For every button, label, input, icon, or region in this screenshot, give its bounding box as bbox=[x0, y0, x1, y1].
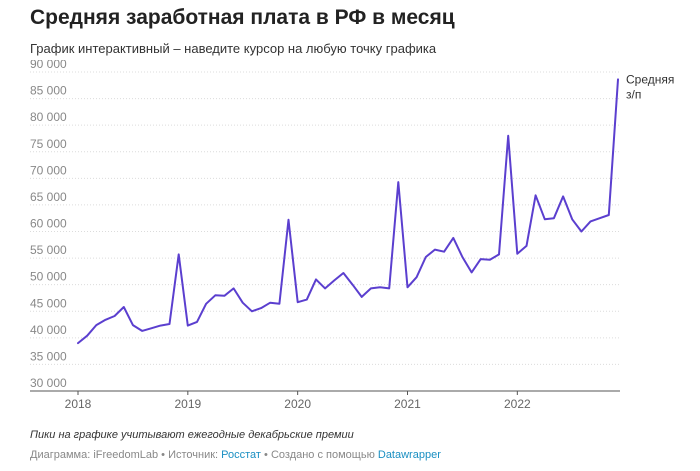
data-point[interactable] bbox=[203, 301, 209, 307]
data-point[interactable] bbox=[441, 249, 447, 255]
data-point[interactable] bbox=[450, 235, 456, 241]
data-point[interactable] bbox=[276, 301, 282, 307]
x-axis-ticks: 2018 2019 2020 2021 2022 bbox=[65, 391, 531, 411]
data-point[interactable] bbox=[93, 322, 99, 328]
data-point[interactable] bbox=[231, 285, 237, 291]
data-point[interactable] bbox=[75, 340, 81, 346]
y-tick-label: 60 000 bbox=[30, 217, 67, 231]
data-point[interactable] bbox=[588, 218, 594, 224]
data-point[interactable] bbox=[295, 299, 301, 305]
data-point[interactable] bbox=[469, 269, 475, 275]
data-point[interactable] bbox=[249, 308, 255, 314]
y-tick-label: 30 000 bbox=[30, 376, 67, 390]
data-point[interactable] bbox=[84, 333, 90, 339]
data-point[interactable] bbox=[130, 322, 136, 328]
data-point[interactable] bbox=[350, 282, 356, 288]
data-point[interactable] bbox=[615, 76, 621, 82]
data-point[interactable] bbox=[578, 229, 584, 235]
source-link[interactable]: Росстат bbox=[221, 449, 261, 461]
data-point[interactable] bbox=[212, 292, 218, 298]
x-tick-label: 2022 bbox=[504, 397, 531, 411]
datawrapper-link[interactable]: Datawrapper bbox=[377, 449, 441, 461]
data-point[interactable] bbox=[368, 285, 374, 291]
y-tick-label: 70 000 bbox=[30, 163, 67, 177]
data-point[interactable] bbox=[148, 325, 154, 331]
line-chart[interactable]: 30 000 35 000 40 000 45 000 50 000 55 000 60 0… bbox=[0, 60, 700, 420]
data-point[interactable] bbox=[359, 294, 365, 300]
data-point[interactable] bbox=[569, 216, 575, 222]
y-tick-label: 80 000 bbox=[30, 110, 67, 124]
series-label-text: з/п bbox=[626, 87, 641, 101]
data-point[interactable] bbox=[551, 215, 557, 221]
chart-title: Средняя заработная плата в РФ в месяц bbox=[30, 6, 455, 29]
y-tick-label: 35 000 bbox=[30, 349, 67, 363]
data-point[interactable] bbox=[414, 274, 420, 280]
data-point[interactable] bbox=[103, 317, 109, 323]
data-point[interactable] bbox=[185, 323, 191, 329]
data-point[interactable] bbox=[121, 304, 127, 310]
data-point[interactable] bbox=[377, 284, 383, 290]
series-group bbox=[75, 76, 621, 346]
diagram-credit: Диаграмма: iFreedomLab • Источник: bbox=[30, 449, 222, 461]
data-point[interactable] bbox=[405, 284, 411, 290]
data-point[interactable] bbox=[395, 179, 401, 185]
data-point[interactable] bbox=[240, 300, 246, 306]
data-point[interactable] bbox=[432, 247, 438, 253]
data-point[interactable] bbox=[331, 277, 337, 283]
x-tick-label: 2018 bbox=[65, 397, 92, 411]
data-point[interactable] bbox=[340, 270, 346, 276]
data-point[interactable] bbox=[524, 243, 530, 249]
series-line bbox=[77, 78, 619, 345]
grid-lines bbox=[30, 71, 620, 392]
data-point[interactable] bbox=[478, 256, 484, 262]
data-point[interactable] bbox=[313, 276, 319, 282]
data-point[interactable] bbox=[176, 251, 182, 257]
data-point[interactable] bbox=[496, 251, 502, 257]
y-axis-ticks: 30 000 35 000 40 000 45 000 50 000 55 000 60 0… bbox=[30, 60, 67, 390]
chart-footer: Диаграмма: iFreedomLab • Источник: Росст… bbox=[30, 449, 441, 461]
y-tick-label: 45 000 bbox=[30, 296, 67, 310]
y-tick-label: 90 000 bbox=[30, 60, 67, 71]
data-point[interactable] bbox=[194, 319, 200, 325]
y-tick-label: 50 000 bbox=[30, 270, 67, 284]
data-point[interactable] bbox=[597, 215, 603, 221]
data-point[interactable] bbox=[606, 212, 612, 218]
y-tick-label: 85 000 bbox=[30, 84, 67, 98]
data-point[interactable] bbox=[139, 328, 145, 334]
x-tick-label: 2021 bbox=[394, 397, 421, 411]
data-point[interactable] bbox=[459, 254, 465, 260]
data-point[interactable] bbox=[304, 297, 310, 303]
data-point[interactable] bbox=[258, 305, 264, 311]
series-label-text: Средняя bbox=[626, 72, 674, 86]
data-point[interactable] bbox=[286, 217, 292, 223]
data-point[interactable] bbox=[514, 251, 520, 257]
data-point[interactable] bbox=[560, 193, 566, 199]
data-point[interactable] bbox=[386, 285, 392, 291]
chart-subtitle: График интерактивный – наведите курсор н… bbox=[30, 41, 437, 56]
made-with-label: • Создано с помощью bbox=[260, 449, 378, 461]
data-point[interactable] bbox=[167, 321, 173, 327]
chart-note: Пики на графике учитывают ежегодные дека… bbox=[30, 429, 354, 441]
data-point[interactable] bbox=[267, 300, 273, 306]
data-point[interactable] bbox=[533, 192, 539, 198]
data-point[interactable] bbox=[423, 254, 429, 260]
y-tick-label: 65 000 bbox=[30, 190, 67, 204]
x-tick-label: 2020 bbox=[284, 397, 311, 411]
data-point[interactable] bbox=[505, 133, 511, 139]
data-point[interactable] bbox=[112, 313, 118, 319]
y-tick-label: 55 000 bbox=[30, 243, 67, 257]
data-point[interactable] bbox=[542, 216, 548, 222]
y-tick-label: 75 000 bbox=[30, 137, 67, 151]
data-point[interactable] bbox=[157, 323, 163, 329]
data-point[interactable] bbox=[221, 293, 227, 299]
data-point[interactable] bbox=[487, 257, 493, 263]
x-tick-label: 2019 bbox=[174, 397, 201, 411]
data-point[interactable] bbox=[322, 285, 328, 291]
y-tick-label: 40 000 bbox=[30, 323, 67, 337]
